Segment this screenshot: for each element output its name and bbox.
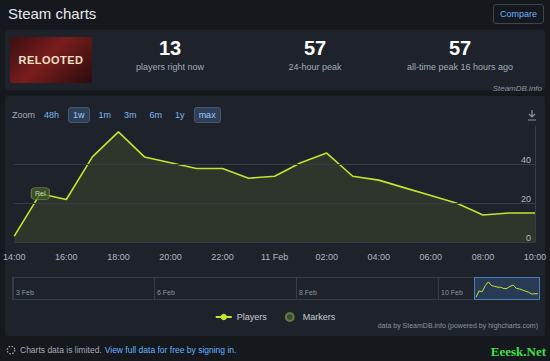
svg-text:40: 40 [521, 155, 531, 165]
html-text:data by SteamDB.info (powered: data by SteamDB.info (powered by highcha… [377, 322, 538, 329]
svg-text:11 Feb: 11 Feb [261, 252, 288, 262]
html-text:24-hour peak: 24-hour peak [288, 62, 342, 72]
html-text:48h: 48h [44, 110, 59, 120]
svg-text:18:00: 18:00 [107, 252, 130, 262]
html-text:all-time peak 16 hours ago: all-time peak 16 hours ago [407, 62, 513, 72]
html-text:players right now: players right now [136, 62, 204, 72]
svg-text:Markers: Markers [303, 312, 336, 322]
html-text:Charts data is limited. View f: Charts data is limited. View full data f… [20, 345, 237, 355]
svg-text:06:00: 06:00 [420, 252, 443, 262]
html-text:6m: 6m [149, 110, 163, 120]
svg-text:04:00: 04:00 [368, 252, 391, 262]
svg-text:16:00: 16:00 [55, 252, 78, 262]
html-text:57: 57 [448, 37, 472, 59]
svg-text:22:00: 22:00 [211, 252, 234, 262]
html-text:57: 57 [303, 37, 327, 59]
svg-text:20:00: 20:00 [159, 252, 182, 262]
svg-text:02:00: 02:00 [315, 252, 338, 262]
html-text:SteamDB.info: SteamDB.info [492, 84, 542, 93]
html-text:1y: 1y [175, 110, 185, 120]
svg-text:08:00: 08:00 [472, 252, 495, 262]
html-text:8 Feb: 8 Feb [299, 289, 317, 296]
svg-text:20: 20 [521, 194, 531, 204]
svg-text:Players: Players [237, 312, 268, 322]
html-text:Eeesk.Net: Eeesk.Net [490, 344, 546, 359]
html-text:Zoom: Zoom [12, 110, 35, 120]
html-text:Compare: Compare [500, 9, 537, 19]
html-text:1m: 1m [98, 110, 112, 120]
svg-text:Rel: Rel [35, 190, 46, 197]
html-text:1w: 1w [73, 110, 85, 120]
html-text:RELOOTED: RELOOTED [18, 54, 84, 66]
html-text:3m: 3m [124, 110, 137, 120]
svg-text:10:00: 10:00 [524, 252, 547, 262]
html-text:6 Feb: 6 Feb [157, 289, 175, 296]
html-text:max: max [198, 110, 216, 120]
html-text:Steam charts: Steam charts [8, 5, 97, 22]
html-text:10 Feb: 10 Feb [441, 289, 463, 296]
html-text:13: 13 [158, 37, 182, 59]
html-text:3 Feb: 3 Feb [16, 289, 34, 296]
svg-text:14:00: 14:00 [3, 252, 26, 262]
